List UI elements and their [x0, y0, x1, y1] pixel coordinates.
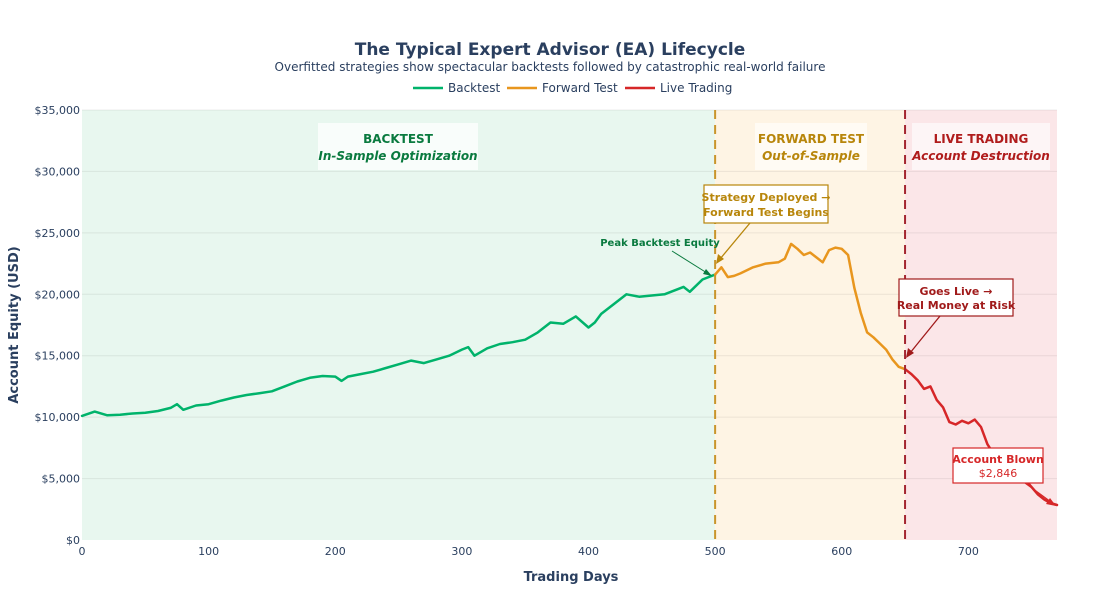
- annotation-peak-text: Peak Backtest Equity: [600, 238, 720, 249]
- phase-subtitle-backtest: In-Sample Optimization: [318, 149, 477, 163]
- y-axis-ticks: $0 $5,000 $10,000 $15,000 $20,000 $25,000 $30,…: [35, 104, 81, 547]
- annotation-peak-backtest: Peak Backtest Equity: [600, 238, 720, 276]
- x-tick-label: 600: [831, 545, 852, 558]
- y-tick-label: $20,000: [35, 288, 81, 301]
- series-line-backtest[interactable]: [80, 273, 717, 418]
- y-tick-label: $10,000: [35, 411, 81, 424]
- phase-label-live: LIVE TRADING Account Destruction: [911, 123, 1050, 170]
- x-tick-label: 400: [578, 545, 599, 558]
- phase-label-box: [755, 123, 867, 170]
- phase-backgrounds: [82, 110, 1057, 540]
- annotation-goes-live: Goes Live → Real Money at Risk: [897, 278, 1016, 358]
- annotation-live-box: [898, 278, 1014, 317]
- phase-dividers: [714, 110, 907, 540]
- legend-label-backtest: Backtest: [448, 81, 500, 95]
- x-axis-title: Trading Days: [524, 570, 619, 585]
- y-axis-title: Account Equity (USD): [7, 246, 22, 403]
- legend-item-forward-test[interactable]: Forward Test: [507, 81, 618, 95]
- phase-label-box: [318, 123, 478, 170]
- annotation-blown-arrow: [1024, 482, 1052, 503]
- phase-title-backtest: BACKTEST: [363, 132, 434, 146]
- legend-label-forward-test: Forward Test: [542, 81, 618, 95]
- y-tick-label: $15,000: [35, 350, 81, 363]
- y-tick-label: $5,000: [42, 473, 81, 486]
- legend: Backtest Forward Test Live Trading: [413, 81, 732, 95]
- phase-title-forward: FORWARD TEST: [758, 132, 865, 146]
- legend-item-backtest[interactable]: Backtest: [413, 81, 500, 95]
- phase-region-backtest: [82, 110, 716, 540]
- x-tick-label: 100: [198, 545, 219, 558]
- annotation-deployed-arrow: [719, 222, 751, 260]
- phase-label-box: [912, 123, 1050, 170]
- x-tick-label: 700: [958, 545, 979, 558]
- arrowhead-icon: [716, 254, 724, 264]
- y-tick-label: $35,000: [35, 104, 81, 117]
- x-tick-label: 200: [325, 545, 346, 558]
- series-line-forward-test[interactable]: [713, 242, 907, 371]
- y-tick-label: $0: [66, 534, 80, 547]
- annotation-peak-arrow: [671, 250, 708, 274]
- arrowhead-icon: [906, 348, 914, 358]
- annotation-strategy-deployed: Strategy Deployed → Forward Test Begins: [702, 184, 831, 264]
- phase-title-live: LIVE TRADING: [934, 132, 1029, 146]
- annotation-live-arrow: [909, 315, 941, 354]
- annotation-live-line2: Real Money at Risk: [897, 299, 1016, 312]
- x-tick-label: 500: [705, 545, 726, 558]
- phase-subtitle-live: Account Destruction: [911, 149, 1050, 163]
- legend-item-live-trading[interactable]: Live Trading: [625, 81, 732, 95]
- x-axis-ticks: 0 100 200 300 400 500 600 700: [79, 545, 979, 558]
- annotation-deployed-line2: Forward Test Begins: [703, 206, 829, 219]
- chart-subtitle: Overfitted strategies show spectacular b…: [275, 60, 826, 74]
- legend-label-live-trading: Live Trading: [660, 81, 732, 95]
- y-tick-label: $30,000: [35, 165, 81, 178]
- phase-label-backtest: BACKTEST In-Sample Optimization: [318, 123, 478, 170]
- annotation-blown-box: [952, 447, 1044, 484]
- annotation-blown-value: $2,846: [979, 467, 1018, 480]
- arrowhead-icon: [1046, 498, 1056, 506]
- chart-title: The Typical Expert Advisor (EA) Lifecycl…: [355, 40, 746, 60]
- annotation-account-blown: Account Blown $2,846: [952, 447, 1056, 506]
- x-tick-label: 0: [79, 545, 86, 558]
- y-tick-label: $25,000: [35, 227, 81, 240]
- annotation-blown-line1: Account Blown: [952, 453, 1044, 466]
- x-tick-label: 300: [451, 545, 472, 558]
- annotation-deployed-box: [703, 184, 829, 224]
- phase-region-forward: [715, 110, 906, 540]
- gridlines: [82, 109, 1057, 480]
- annotation-deployed-line1: Strategy Deployed →: [702, 191, 831, 204]
- phase-label-forward: FORWARD TEST Out-of-Sample: [755, 123, 867, 170]
- arrowhead-icon: [703, 269, 712, 276]
- annotation-live-line1: Goes Live →: [920, 285, 993, 298]
- phase-subtitle-forward: Out-of-Sample: [762, 149, 860, 163]
